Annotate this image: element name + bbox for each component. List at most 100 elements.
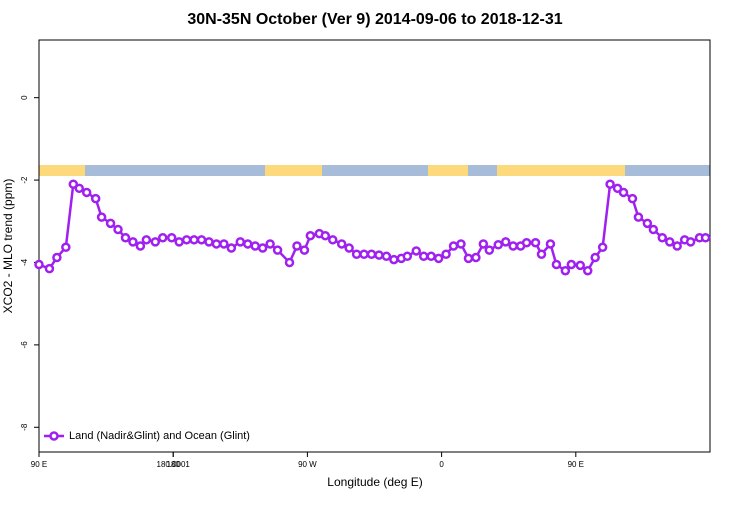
- data-point: [299, 245, 310, 255]
- data-point: [81, 187, 92, 198]
- data-point: [471, 252, 481, 263]
- data-point: [560, 265, 571, 276]
- data-point: [235, 237, 246, 247]
- data-point: [327, 235, 338, 245]
- data-point: [257, 243, 268, 253]
- data-point: [150, 237, 161, 247]
- data-point: [463, 253, 474, 264]
- data-point: [448, 241, 459, 251]
- data-point: [344, 243, 354, 253]
- data-point: [181, 235, 192, 245]
- data-point: [272, 245, 283, 255]
- data-point: [478, 239, 489, 249]
- x-axis-label: Longitude (deg E): [327, 475, 422, 489]
- data-point: [250, 241, 260, 251]
- data-point: [52, 252, 62, 263]
- data-point: [672, 241, 682, 251]
- data-point: [96, 212, 107, 222]
- y-tick-label: -8: [20, 423, 29, 431]
- x-tick-label: 0: [439, 460, 444, 469]
- y-tick-label: 0: [20, 95, 29, 100]
- data-point: [521, 237, 532, 248]
- data-point: [320, 230, 331, 241]
- data-point: [211, 239, 222, 249]
- x-tick-label: 90 E: [568, 460, 584, 469]
- data-point: [68, 179, 79, 189]
- data-point: [411, 246, 422, 256]
- land-band: [265, 165, 322, 176]
- data-point: [493, 240, 504, 250]
- data-point: [426, 251, 436, 262]
- data-point: [105, 218, 116, 229]
- data-point: [648, 224, 659, 235]
- data-point: [265, 239, 275, 249]
- y-axis-label: XCO2 - MLO trend (ppm): [1, 179, 15, 314]
- data-point: [433, 253, 444, 264]
- data-point: [204, 237, 214, 247]
- data-point: [700, 233, 711, 243]
- data-point: [113, 224, 123, 235]
- legend-label: Land (Nadir&Glint) and Ocean (Glint): [69, 430, 250, 442]
- data-point: [44, 263, 55, 274]
- data-point: [605, 179, 615, 189]
- data-point: [664, 237, 675, 247]
- data-point: [551, 259, 562, 270]
- data-point: [74, 183, 85, 194]
- plot-frame: [38, 39, 711, 453]
- land-band: [39, 165, 85, 176]
- data-point: [351, 249, 362, 259]
- data-point: [158, 233, 168, 243]
- data-point: [575, 260, 586, 271]
- data-point: [284, 257, 295, 268]
- data-point: [597, 242, 608, 252]
- data-point: [359, 249, 369, 259]
- data-point: [61, 242, 71, 252]
- data-point: [418, 251, 429, 262]
- x-tick-label: 180: [167, 460, 181, 469]
- data-point: [90, 193, 101, 204]
- data-point: [590, 252, 600, 263]
- data-point: [219, 239, 229, 249]
- data-point: [536, 249, 547, 259]
- data-point: [120, 233, 131, 243]
- data-point: [618, 187, 629, 198]
- data-point: [402, 251, 413, 262]
- data-point: [633, 212, 644, 222]
- data-point: [500, 237, 511, 247]
- chart-title: 30N-35N October (Ver 9) 2014-09-06 to 20…: [187, 11, 562, 28]
- data-point: [657, 233, 668, 243]
- data-point: [508, 241, 518, 251]
- y-tick-label: -2: [20, 176, 29, 184]
- data-point: [484, 245, 495, 255]
- data-point: [141, 235, 152, 245]
- data-point: [381, 251, 392, 262]
- data-point: [441, 249, 451, 259]
- x-tick-label: 180.0001: [157, 460, 191, 469]
- land-mask: [39, 165, 710, 176]
- data-point: [389, 254, 399, 265]
- data-point: [612, 183, 623, 194]
- data-point: [196, 235, 207, 245]
- y-tick-label: -6: [20, 341, 29, 349]
- ocean-band: [39, 165, 710, 176]
- data-point: [366, 249, 377, 259]
- data-point: [582, 265, 593, 276]
- data-point: [166, 233, 177, 243]
- x-tick-label: 90 W: [298, 460, 317, 469]
- data-point: [128, 237, 138, 247]
- data-point: [456, 239, 466, 249]
- data-point: [530, 237, 541, 248]
- data-point: [189, 235, 199, 245]
- data-point: [174, 237, 184, 247]
- data-point: [292, 241, 302, 251]
- legend-marker: [49, 431, 59, 441]
- data-point: [305, 230, 316, 241]
- data-point: [566, 259, 577, 270]
- data-point: [374, 250, 384, 260]
- data-point: [642, 218, 653, 229]
- x-tick-label: 90 E: [31, 460, 47, 469]
- data-point: [34, 259, 44, 270]
- data-point: [545, 239, 556, 249]
- data-point: [685, 237, 696, 247]
